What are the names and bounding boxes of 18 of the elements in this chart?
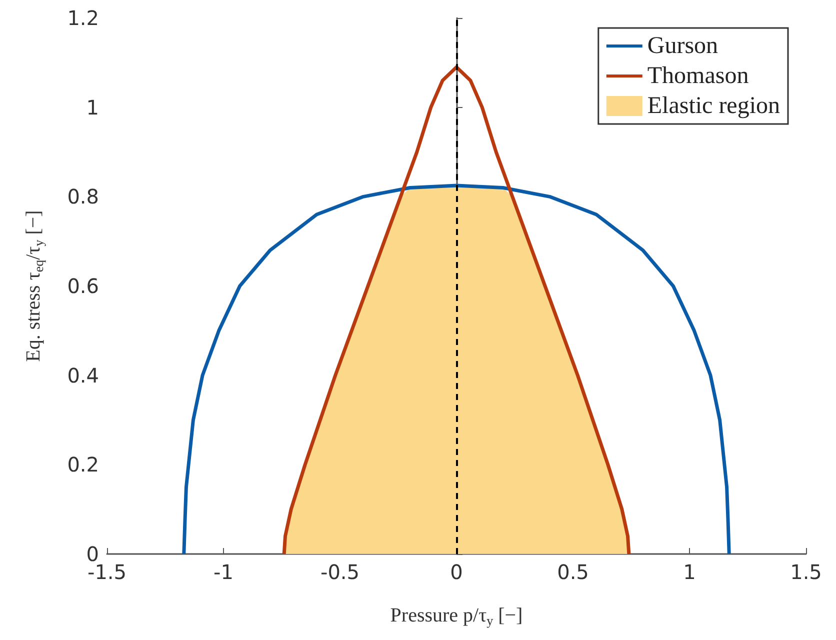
y-tick-label: 0.8 bbox=[67, 184, 99, 209]
line-series bbox=[282, 65, 631, 556]
x-tick-label: 0.5 bbox=[557, 560, 589, 584]
y-tick-label: 0.4 bbox=[67, 363, 99, 388]
line-series bbox=[182, 184, 731, 556]
y-tick-label: 1.2 bbox=[67, 6, 99, 30]
x-tick-label: 1.5 bbox=[790, 560, 822, 584]
x-tick-label: 1 bbox=[683, 560, 696, 584]
y-axis-title: Eq. stress τeq/τy [−] bbox=[22, 210, 46, 362]
legend-label: Gurson bbox=[647, 33, 718, 59]
y-tick-label: 0.6 bbox=[67, 274, 99, 298]
y-tick-label: 1 bbox=[86, 95, 99, 120]
x-tick-label: -0.5 bbox=[320, 560, 360, 584]
x-tick-label: 0 bbox=[450, 560, 463, 584]
y-tick-label: 0.2 bbox=[67, 452, 99, 477]
legend-label: Thomason bbox=[647, 63, 749, 89]
legend-label: Elastic region bbox=[647, 93, 780, 119]
x-tick-label: -1 bbox=[214, 560, 234, 584]
